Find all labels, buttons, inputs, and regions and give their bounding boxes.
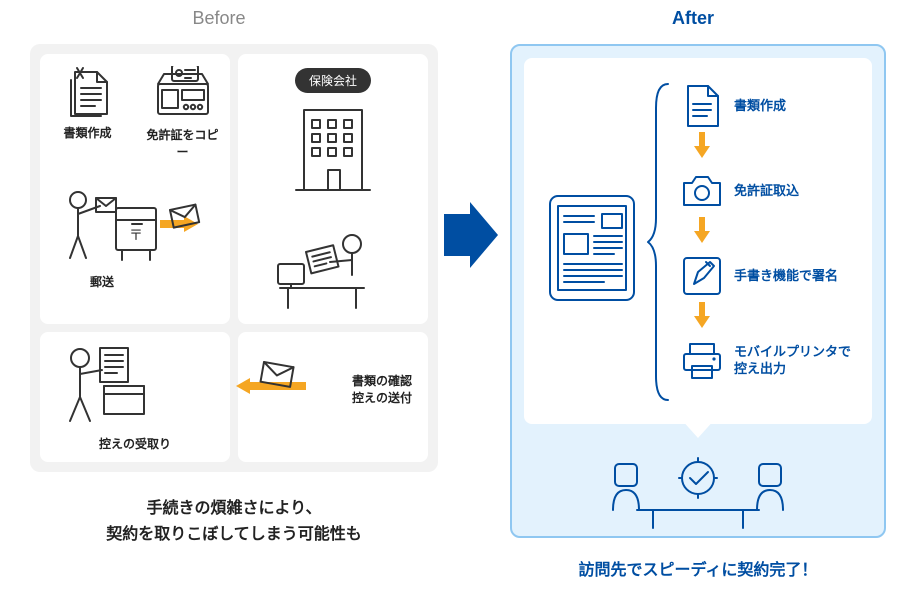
- after-flow: 書類作成 免許証取込: [680, 80, 862, 387]
- flow-arrow-3: [680, 302, 862, 335]
- before-title: Before: [0, 8, 438, 29]
- speech-tip-icon: [680, 418, 716, 440]
- flow-arrow-2: [680, 217, 862, 250]
- before-caption: 手続きの煩雑さにより、 契約を取りこぼしてしまう可能性も: [30, 496, 438, 547]
- copy-license-label: 免許証をコピー: [143, 126, 223, 160]
- flow-item-printer: モバイルプリンタで 控え出力: [680, 335, 862, 387]
- desk-worker-icon: [274, 226, 394, 316]
- before-card-receive: 控えの受取り: [40, 332, 230, 462]
- mail-person-icon: 〒: [60, 174, 210, 274]
- post-label: 郵送: [52, 273, 152, 290]
- sendback-arrow-icon: [210, 354, 320, 414]
- after-inner-card: 書類作成 免許証取込: [524, 58, 872, 424]
- confirm-label-2: 控えの送付: [352, 389, 412, 406]
- flow-label-1: 免許証取込: [734, 183, 799, 200]
- flow-printer-icon: [680, 340, 724, 382]
- document-icon: [63, 66, 113, 120]
- receive-icon: [56, 338, 206, 430]
- brace-icon: [646, 80, 674, 404]
- after-panel: 書類作成 免許証取込: [510, 44, 886, 538]
- confirm-label-1: 書類の確認: [352, 372, 412, 389]
- flow-label-0: 書類作成: [734, 98, 786, 115]
- create-docs-label: 書類作成: [48, 124, 128, 141]
- before-card-prepare: 書類作成 免許証をコピー: [40, 54, 230, 324]
- center-arrow-icon: [442, 202, 500, 292]
- svg-text:〒: 〒: [129, 227, 143, 243]
- meeting-icon: [593, 442, 803, 534]
- flow-arrow-1: [680, 132, 862, 165]
- flow-item-camera: 免許証取込: [680, 165, 862, 217]
- flow-pen-icon: [680, 254, 724, 298]
- flow-document-icon: [680, 82, 724, 130]
- flow-camera-icon: [680, 171, 724, 211]
- tablet-icon: [546, 192, 638, 304]
- flow-label-3: モバイルプリンタで 控え出力: [734, 344, 851, 378]
- flow-item-document: 書類作成: [680, 80, 862, 132]
- flow-label-2: 手書き機能で署名: [734, 268, 838, 285]
- receive-label: 控えの受取り: [40, 435, 230, 452]
- before-card-sendback: 書類の確認 控えの送付: [238, 332, 428, 462]
- before-card-insurer: 保険会社: [238, 54, 428, 324]
- before-panel: 書類作成 免許証をコピー: [30, 44, 438, 472]
- after-caption: 訪問先でスピーディに契約完了！: [510, 556, 886, 580]
- after-title: After: [500, 8, 886, 29]
- copier-icon: [152, 66, 214, 122]
- insurer-pill: 保険会社: [295, 68, 371, 93]
- building-icon: [288, 102, 378, 198]
- flow-item-pen: 手書き機能で署名: [680, 250, 862, 302]
